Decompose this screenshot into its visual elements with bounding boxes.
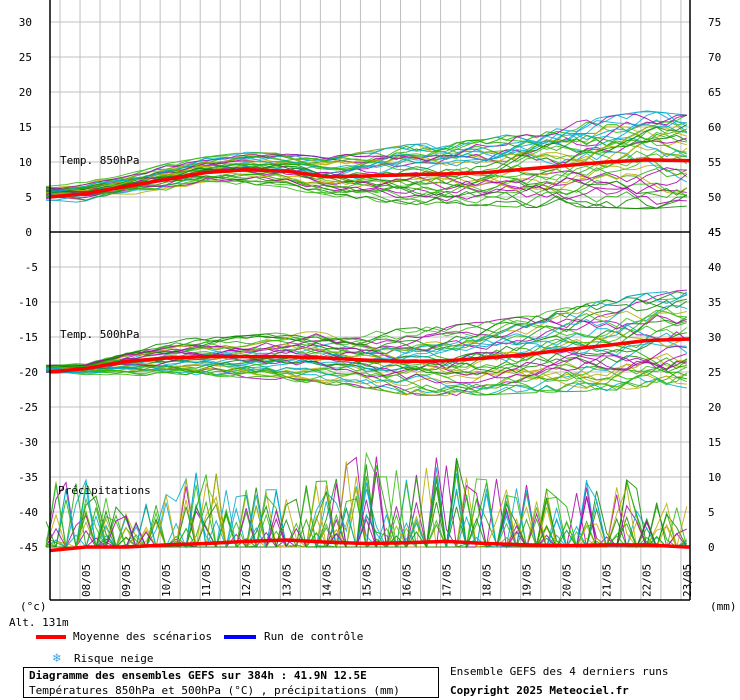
right-tick-label: 55 (708, 156, 721, 169)
ensemble-member-line (45, 153, 688, 197)
panel-label-precip: Précipitations (58, 484, 151, 497)
ensemble-note: Ensemble GEFS des 4 derniers runs (450, 665, 669, 678)
right-tick-label: 40 (708, 261, 721, 274)
left-tick-label: 25 (19, 51, 32, 64)
ensemble-member-line (45, 113, 687, 190)
date-tick-label: 17/05 (440, 564, 453, 597)
left-tick-label: -35 (18, 471, 38, 484)
mean-line-850 (49, 158, 690, 199)
ensemble-member-line (45, 367, 688, 393)
panel-label-500: Temp. 500hPa (60, 328, 139, 341)
ensemble-member-line (45, 111, 687, 192)
left-tick-label: -10 (18, 296, 38, 309)
ensemble-member-line (45, 175, 688, 209)
right-tick-label: 30 (708, 331, 721, 344)
right-tick-label: 70 (708, 51, 721, 64)
right-tick-label: 75 (708, 16, 721, 29)
control-legend-label: Run de contrôle (264, 630, 364, 643)
date-tick-label: 19/05 (521, 564, 534, 597)
altitude-label: Alt. 131m (9, 616, 69, 629)
left-tick-label: -40 (18, 506, 38, 519)
left-tick-label: 20 (19, 86, 32, 99)
ensemble-member-line (45, 136, 687, 187)
mean-legend-swatch (36, 635, 66, 639)
right-unit-label: (mm) (710, 600, 737, 613)
date-tick-label: 23/05 (681, 564, 694, 597)
left-tick-label: 10 (19, 156, 32, 169)
date-tick-label: 09/05 (120, 564, 133, 597)
left-tick-label: -45 (18, 541, 38, 554)
date-tick-label: 08/05 (80, 564, 93, 597)
right-tick-label: 45 (708, 226, 721, 239)
date-tick-label: 12/05 (240, 564, 253, 597)
ensemble-member-line (45, 337, 688, 376)
date-tick-label: 15/05 (360, 564, 373, 597)
right-tick-label: 45 (708, 226, 721, 239)
right-tick-label: 0 (708, 541, 715, 554)
ensemble-member-line (45, 289, 687, 370)
right-tick-label: 15 (708, 436, 721, 449)
info-title: Diagramme des ensembles GEFS sur 384h : … (29, 669, 367, 682)
ensemble-member-line (45, 308, 687, 367)
date-tick-label: 20/05 (561, 564, 574, 597)
ensemble-member-line (45, 345, 687, 384)
right-tick-label: 65 (708, 86, 721, 99)
left-tick-label: 15 (19, 121, 32, 134)
chart-labels: 05101520253045505560657075-5-10-15-20-25… (18, 16, 721, 597)
snow-legend-label: Risque neige (74, 652, 154, 665)
copyright: Copyright 2025 Meteociel.fr (450, 684, 629, 697)
left-tick-label: 5 (25, 191, 32, 204)
date-tick-label: 11/05 (200, 564, 213, 597)
snowflake-icon: ❄ (53, 651, 61, 666)
right-tick-label: 5 (708, 506, 715, 519)
mean-line-precip (49, 538, 690, 553)
date-tick-label: 16/05 (400, 564, 413, 597)
ensemble-member-line (45, 169, 688, 208)
right-tick-label: 50 (708, 191, 721, 204)
date-tick-label: 18/05 (481, 564, 494, 597)
left-tick-label: -5 (25, 261, 38, 274)
ensemble-member-line (45, 291, 687, 368)
right-tick-label: 35 (708, 296, 721, 309)
date-tick-label: 13/05 (280, 564, 293, 597)
left-tick-label: -30 (18, 436, 38, 449)
left-tick-label: 30 (19, 16, 32, 29)
date-tick-label: 21/05 (601, 564, 614, 597)
ensemble-member-line (45, 348, 687, 379)
left-tick-label: -15 (18, 331, 38, 344)
ensemble-member-line (45, 139, 687, 201)
right-tick-label: 60 (708, 121, 721, 134)
date-tick-label: 14/05 (320, 564, 333, 597)
left-tick-label: -20 (18, 366, 38, 379)
chart-axes (49, 0, 691, 601)
date-tick-label: 10/05 (160, 564, 173, 597)
info-box: Diagramme des ensembles GEFS sur 384h : … (23, 667, 439, 698)
mean-legend-label: Moyenne des scénarios (73, 630, 213, 643)
panel-label-850: Temp. 850hPa (60, 154, 139, 167)
left-unit-label: (°c) (20, 600, 47, 613)
left-tick-label: 0 (25, 226, 32, 239)
right-tick-label: 20 (708, 401, 721, 414)
ensemble-member-line (45, 167, 688, 200)
info-subtitle: Températures 850hPa et 500hPa (°C) , pré… (29, 684, 400, 697)
date-tick-label: 22/05 (641, 564, 654, 597)
mean-line-500 (49, 337, 690, 374)
mean-lines (49, 158, 690, 553)
ensemble-member-line (45, 298, 687, 367)
control-legend-swatch (224, 635, 256, 639)
left-tick-label: -25 (18, 401, 38, 414)
right-tick-label: 10 (708, 471, 721, 484)
right-tick-label: 25 (708, 366, 721, 379)
ensemble-member-line (45, 360, 687, 393)
